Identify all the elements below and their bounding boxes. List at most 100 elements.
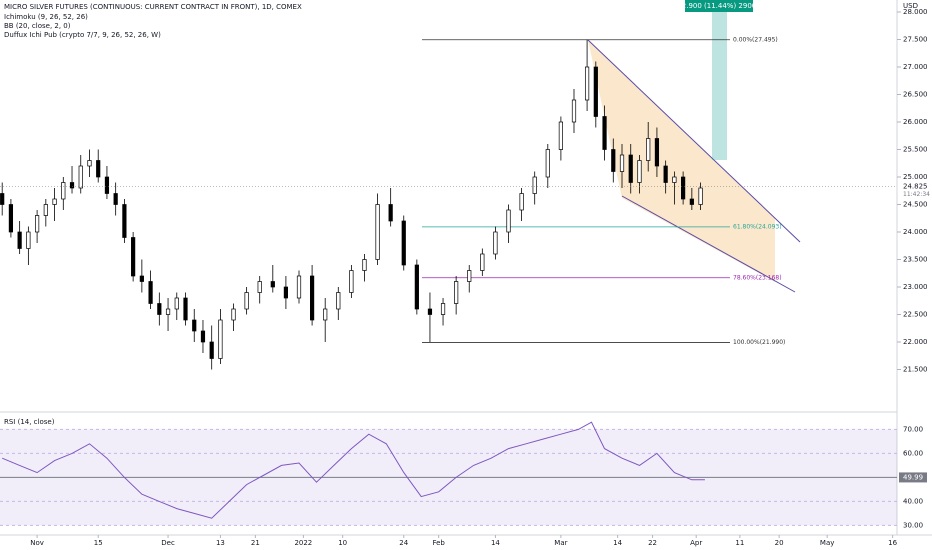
candle-body — [480, 253, 485, 271]
candle-body — [336, 292, 341, 310]
candle-body — [602, 116, 607, 150]
trend-line — [621, 195, 796, 293]
y-tick-label: 30.00 — [903, 521, 923, 529]
candle-body — [35, 215, 40, 233]
candle-body — [200, 330, 206, 343]
candle-body — [362, 259, 367, 271]
x-tick-label: Nov — [30, 539, 44, 547]
candle-body — [689, 198, 694, 205]
y-tick-label: 25.000 — [903, 173, 928, 181]
x-tick-label: 15 — [94, 539, 103, 547]
candle-body — [698, 187, 703, 205]
indicator-label: BB (20, close, 2, 0) — [4, 22, 71, 30]
candle-body — [296, 275, 302, 299]
candle-body — [646, 138, 651, 161]
x-tick-label: 16 — [888, 539, 897, 547]
candle-body — [681, 176, 686, 200]
candle-body — [122, 204, 127, 238]
y-tick-label: 25.500 — [903, 146, 928, 154]
candle-body — [414, 264, 419, 310]
y-tick-label: 23.500 — [903, 256, 928, 264]
candle-body — [69, 182, 75, 189]
candle-body — [113, 193, 118, 205]
candle-body — [244, 292, 249, 310]
candle-body — [283, 286, 289, 299]
y-tick-label: 21.500 — [903, 366, 928, 374]
last-value-box — [899, 472, 927, 483]
y-tick-label: 26.500 — [903, 91, 928, 99]
candle-body — [401, 220, 406, 266]
fib-label: 78.60%(23.168) — [733, 274, 782, 281]
candle-body — [8, 204, 14, 233]
countdown: 11:42:34 — [903, 191, 930, 198]
pattern-fill — [588, 40, 775, 282]
fib-label: 100.00%(21.990) — [733, 339, 785, 346]
candle-body — [506, 209, 511, 233]
x-tick-label: Mar — [554, 539, 567, 547]
candle-body — [257, 281, 262, 293]
candle-body — [309, 275, 315, 321]
x-tick-label: 14 — [491, 539, 500, 547]
candle-body — [619, 154, 625, 172]
candle-body — [174, 297, 179, 310]
x-tick-label: 14 — [613, 539, 622, 547]
last-price-label: 24.825 — [903, 183, 928, 191]
candle-body — [43, 204, 48, 216]
candle-body — [323, 308, 328, 321]
last-value-label: 49.99 — [903, 473, 923, 481]
candle-body — [611, 149, 616, 172]
candle-body — [571, 99, 577, 123]
x-tick-label: 24 — [399, 539, 408, 547]
candle-body — [0, 193, 5, 205]
measure-area — [712, 12, 727, 160]
indicator-label: Duffux Ichi Pub (crypto 7/7, 9, 26, 52, … — [4, 31, 161, 39]
x-tick-label: 21 — [251, 539, 260, 547]
chart-title: MICRO SILVER FUTURES (CONTINUOUS: CURREN… — [4, 3, 302, 11]
fib-label: 61.80%(24.093) — [733, 223, 782, 230]
candle-body — [493, 231, 498, 255]
x-tick-label: 20 — [775, 539, 784, 547]
candle-body — [87, 160, 92, 167]
candle-body — [131, 237, 136, 277]
candle-body — [270, 281, 275, 288]
y-tick-label: 22.000 — [903, 338, 928, 346]
fib-label: 0.00%(27.495) — [733, 36, 778, 43]
y-tick-label: 22.500 — [903, 311, 928, 319]
candle-body — [61, 182, 66, 200]
candle-body — [467, 270, 472, 282]
candle-body — [532, 176, 537, 194]
y-tick-label: 70.00 — [903, 425, 923, 433]
candle-body — [139, 275, 144, 282]
candle-body — [628, 154, 633, 183]
candle-body — [52, 198, 57, 205]
candle-body — [165, 308, 171, 315]
candle-body — [545, 149, 550, 178]
candle-body — [17, 231, 22, 249]
candle-body — [375, 204, 380, 260]
candle-body — [427, 308, 433, 315]
candle-body — [26, 231, 31, 249]
candle-body — [558, 121, 563, 150]
candle-body — [209, 341, 214, 359]
candle-body — [96, 160, 101, 178]
rsi-line — [2, 421, 705, 519]
y-tick-label: 23.000 — [903, 283, 928, 291]
candle-body — [157, 303, 162, 315]
y-tick-label: 28.000 — [903, 8, 928, 16]
candle-body — [218, 319, 223, 359]
candle-body — [183, 297, 188, 321]
y-tick-label: 24.000 — [903, 228, 928, 236]
x-tick-label: Dec — [161, 539, 175, 547]
indicator-label: Ichimoku (9, 26, 52, 26) — [4, 13, 88, 21]
candle-body — [78, 165, 83, 189]
candle-body — [654, 138, 660, 167]
x-tick-label: 13 — [216, 539, 225, 547]
candle-body — [388, 204, 393, 222]
y-tick-label: 40.00 — [903, 497, 923, 505]
candle-body — [231, 308, 236, 321]
candle-body — [148, 281, 153, 304]
y-tick-label: 60.00 — [903, 449, 923, 457]
candle-body — [593, 66, 598, 117]
y-tick-label: 26.000 — [903, 118, 928, 126]
